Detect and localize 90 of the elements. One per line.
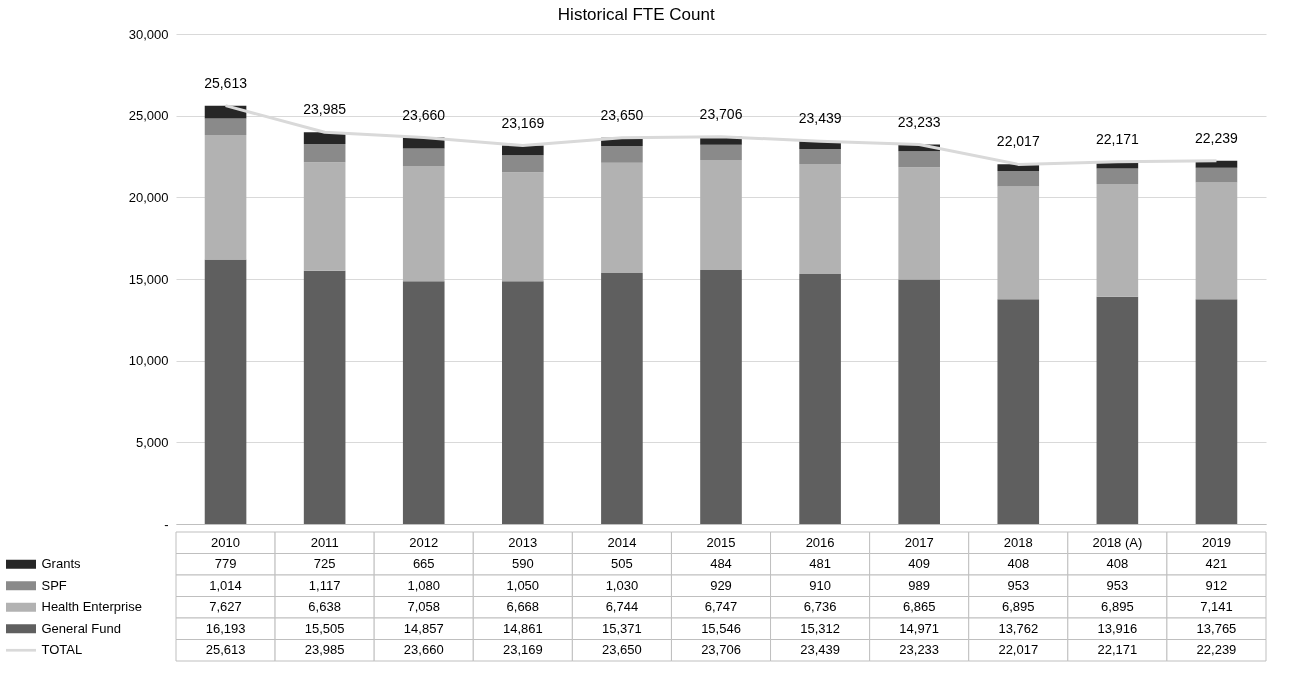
- data-label: 15,371: [602, 620, 642, 636]
- text: 23,439: [798, 110, 842, 127]
- data-label: 912: [1205, 577, 1228, 593]
- y-tick-label: -: [164, 516, 169, 532]
- data-label: 421: [1205, 556, 1228, 572]
- x-tick-label: 2013: [508, 534, 538, 550]
- y-tick-label: 5,000: [135, 434, 169, 450]
- data-label: 6,895: [1101, 599, 1134, 615]
- y-tick-label: 10,000: [128, 353, 169, 369]
- y-tick-label: 20,000: [128, 189, 169, 205]
- x-tick-label: 2012: [409, 534, 439, 550]
- text: 23,706: [699, 105, 743, 122]
- text: 23,650: [600, 106, 644, 123]
- data-label: 6,744: [605, 599, 639, 615]
- data-label: 6,865: [902, 599, 936, 615]
- text: 22,239: [1195, 129, 1238, 146]
- legend-label: Grants: [41, 556, 82, 572]
- data-label: 910: [809, 577, 831, 593]
- data-label: 989: [908, 577, 931, 593]
- text: 23,660: [402, 106, 446, 123]
- data-label: 779: [214, 556, 237, 572]
- x-tick-label: 2018 (A): [1092, 534, 1143, 550]
- data-label: 953: [1007, 577, 1030, 593]
- x-tick-label: 2010: [211, 534, 241, 550]
- data-label: 6,638: [308, 599, 341, 615]
- data-label: 15,312: [800, 620, 840, 636]
- legend-label: SPF: [41, 577, 67, 593]
- data-label: 6,895: [1002, 599, 1035, 615]
- data-label: 1,030: [605, 577, 639, 593]
- data-label: 23,650: [602, 642, 642, 658]
- text: 23,985: [303, 101, 347, 118]
- text: 22,017: [996, 133, 1040, 150]
- x-tick-label: 2011: [310, 534, 339, 550]
- data-label: 15,505: [304, 620, 345, 636]
- data-label: 15,546: [701, 620, 741, 636]
- data-label: 13,916: [1097, 620, 1138, 636]
- data-label: 409: [908, 556, 931, 572]
- data-label: 25,613: [205, 642, 246, 658]
- data-label: 7,627: [209, 599, 242, 615]
- text: 22,171: [1095, 130, 1139, 147]
- data-label: 13,762: [998, 620, 1039, 636]
- data-label: 23,985: [304, 642, 345, 658]
- data-label: 953: [1106, 577, 1129, 593]
- text: 25,613: [204, 74, 247, 91]
- data-label: 1,014: [209, 577, 242, 593]
- data-label: 408: [1007, 556, 1030, 572]
- data-label: 7,141: [1200, 599, 1233, 615]
- data-label: 665: [412, 556, 435, 572]
- data-label: 505: [611, 556, 633, 572]
- data-label: 1,117: [308, 577, 341, 593]
- data-label: 22,171: [1097, 642, 1138, 658]
- x-tick-label: 2018: [1003, 534, 1033, 550]
- data-label: 929: [710, 577, 732, 593]
- x-tick-label: 2014: [607, 534, 637, 550]
- chart-title: Historical FTE Count: [557, 5, 715, 24]
- data-label: 23,169: [502, 642, 543, 658]
- legend-label: TOTAL: [41, 642, 83, 658]
- data-label: 1,050: [506, 577, 540, 593]
- data-label: 16,193: [205, 620, 246, 636]
- data-label: 6,747: [704, 599, 738, 615]
- x-tick-label: 2019: [1201, 534, 1231, 550]
- data-label: 22,239: [1196, 642, 1237, 658]
- data-label: 725: [313, 556, 336, 572]
- data-label: 23,439: [800, 642, 840, 658]
- data-label: 481: [809, 556, 831, 572]
- data-label: 6,736: [803, 599, 837, 615]
- text: 23,169: [501, 114, 545, 131]
- x-tick-label: 2015: [706, 534, 736, 550]
- data-label: 1,080: [407, 577, 440, 593]
- data-label: 23,706: [701, 642, 741, 658]
- data-label: 23,233: [899, 642, 940, 658]
- data-label: 6,668: [506, 599, 540, 615]
- data-label: 7,058: [407, 599, 440, 615]
- data-label: 408: [1106, 556, 1129, 572]
- data-label: 484: [710, 556, 732, 572]
- data-label: 590: [511, 556, 534, 572]
- data-label: 14,971: [899, 620, 940, 636]
- data-label: 23,660: [403, 642, 444, 658]
- legend-label: General Fund: [41, 620, 121, 636]
- data-label: 14,857: [403, 620, 444, 636]
- data-label: 14,861: [502, 620, 543, 636]
- text: 23,233: [897, 113, 941, 130]
- y-tick-label: 25,000: [128, 108, 169, 124]
- x-tick-label: 2017: [904, 534, 934, 550]
- data-label: 13,765: [1196, 620, 1237, 636]
- y-tick-label: 15,000: [128, 271, 169, 287]
- y-tick-label: 30,000: [128, 26, 169, 42]
- x-tick-label: 2016: [805, 534, 835, 550]
- data-label: 22,017: [998, 642, 1039, 658]
- legend-label: Health Enterprise: [41, 599, 142, 615]
